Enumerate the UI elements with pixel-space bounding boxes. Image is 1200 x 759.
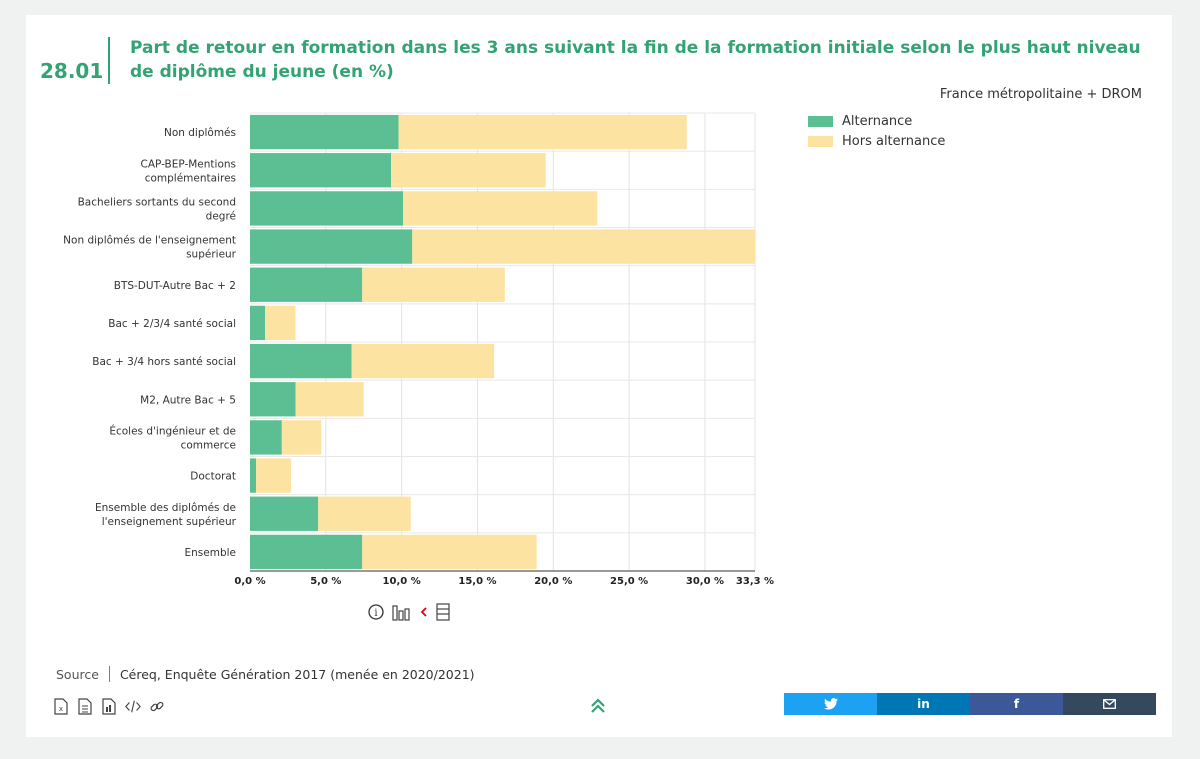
figure-title: Part de retour en formation dans les 3 a…: [130, 38, 1141, 82]
bar-hors-alternance: [318, 496, 411, 531]
bar-hors-alternance: [398, 114, 687, 150]
bar-alternance: [250, 343, 352, 379]
info-icon[interactable]: i: [368, 604, 384, 620]
x-tick-label: 15,0 %: [458, 576, 496, 587]
share-facebook-button[interactable]: f: [970, 693, 1063, 715]
category-label: M2, Autre Bac + 5: [140, 394, 236, 406]
csv-file-icon[interactable]: [77, 697, 93, 715]
bar-alternance: [250, 267, 363, 302]
category-label: CAP-BEP-Mentions complémentaires: [140, 158, 236, 184]
bar-hors-alternance: [403, 191, 598, 226]
category-label: Doctorat: [190, 471, 236, 483]
x-tick-label: 10,0 %: [383, 576, 421, 587]
category-label: Non diplômés de l'enseignement supérieur: [63, 235, 237, 261]
x-tick-label: 33,3 %: [736, 576, 774, 587]
category-label: Bacheliers sortants du second degré: [78, 196, 236, 222]
legend-item-hors-alternance[interactable]: Hors alternance: [808, 131, 945, 151]
legend: Alternance Hors alternance: [808, 111, 945, 151]
bar-alternance: [250, 458, 257, 493]
chart-tools: i: [368, 603, 450, 621]
x-tick-label: 5,0 %: [310, 576, 341, 587]
bar-alternance: [250, 114, 399, 150]
bar-hors-alternance: [265, 305, 296, 341]
legend-item-alternance[interactable]: Alternance: [808, 111, 945, 131]
bar-hors-alternance: [391, 153, 546, 188]
x-tick-label: 20,0 %: [534, 576, 572, 587]
source-text: Céreq, Enquête Génération 2017 (menée en…: [119, 666, 475, 682]
category-label: Non diplômés: [164, 127, 236, 139]
bar-hors-alternance: [351, 343, 495, 379]
share-email-button[interactable]: [1063, 693, 1156, 715]
category-label: Bac + 2/3/4 santé social: [108, 318, 236, 330]
bar-alternance: [250, 153, 392, 188]
bar-hors-alternance: [412, 229, 755, 264]
bar-alternance: [250, 534, 363, 570]
bar-hors-alternance: [362, 534, 537, 570]
bar-alternance: [250, 496, 319, 531]
legend-label-hors-alternance: Hors alternance: [842, 133, 946, 149]
double-chevron-up-icon: [591, 698, 605, 713]
bar-chart: Non diplômés CAP-BEP-Mentions complémentai…: [63, 112, 774, 587]
x-tick-label: 25,0 %: [610, 576, 648, 587]
scroll-top-button[interactable]: [589, 697, 607, 719]
bar-alternance: [250, 191, 404, 226]
region-label: France métropolitaine + DROM: [939, 87, 1142, 102]
bar-hors-alternance: [256, 458, 291, 493]
x-tick-label: 0,0 %: [234, 576, 265, 587]
figure-number: 28.01: [40, 59, 104, 83]
legend-swatch-hors-alternance: [808, 135, 833, 147]
legend-swatch-alternance: [808, 115, 833, 127]
category-label: Bac + 3/4 hors santé social: [92, 356, 236, 368]
facebook-icon: f: [1013, 697, 1020, 711]
share-linkedin-button[interactable]: in: [877, 693, 970, 715]
export-toolbar: x: [53, 697, 165, 715]
linkedin-icon: in: [917, 697, 930, 711]
svg-text:i: i: [374, 608, 377, 619]
bar-alternance: [250, 305, 266, 341]
xls-file-icon[interactable]: x: [53, 697, 69, 715]
category-label: Ensemble des diplômés de l'enseignement s…: [95, 502, 237, 528]
bar-alternance: [250, 420, 282, 455]
email-icon: [1103, 699, 1116, 709]
table-icon[interactable]: [436, 603, 450, 621]
svg-text:x: x: [59, 705, 63, 713]
source-divider: [108, 666, 110, 682]
bar-hors-alternance: [281, 420, 322, 455]
bar-chart-icon[interactable]: [392, 603, 412, 621]
title-divider: [108, 37, 110, 84]
image-file-icon[interactable]: [101, 697, 117, 715]
share-twitter-button[interactable]: [784, 693, 877, 715]
link-icon[interactable]: [149, 697, 165, 715]
embed-code-icon[interactable]: [125, 697, 141, 715]
x-tick-label: 30,0 %: [686, 576, 724, 587]
category-label: BTS-DUT-Autre Bac + 2: [114, 280, 236, 292]
legend-label-alternance: Alternance: [842, 113, 913, 129]
figure-card: 28.01 Part de retour en formation dans l…: [26, 15, 1172, 737]
share-bar: in f: [784, 693, 1156, 715]
source: Source Céreq, Enquête Génération 2017 (m…: [56, 666, 475, 682]
bar-hors-alternance: [362, 267, 505, 302]
bar-hors-alternance: [295, 382, 364, 417]
bar-alternance: [250, 382, 296, 417]
bar-alternance: [250, 229, 413, 264]
twitter-icon: [823, 698, 838, 710]
source-label: Source: [56, 666, 99, 682]
category-label: Ensemble: [185, 547, 237, 559]
category-label: Écoles d'ingénieur et de commerce: [109, 424, 236, 451]
chevron-left-icon: [420, 607, 428, 617]
